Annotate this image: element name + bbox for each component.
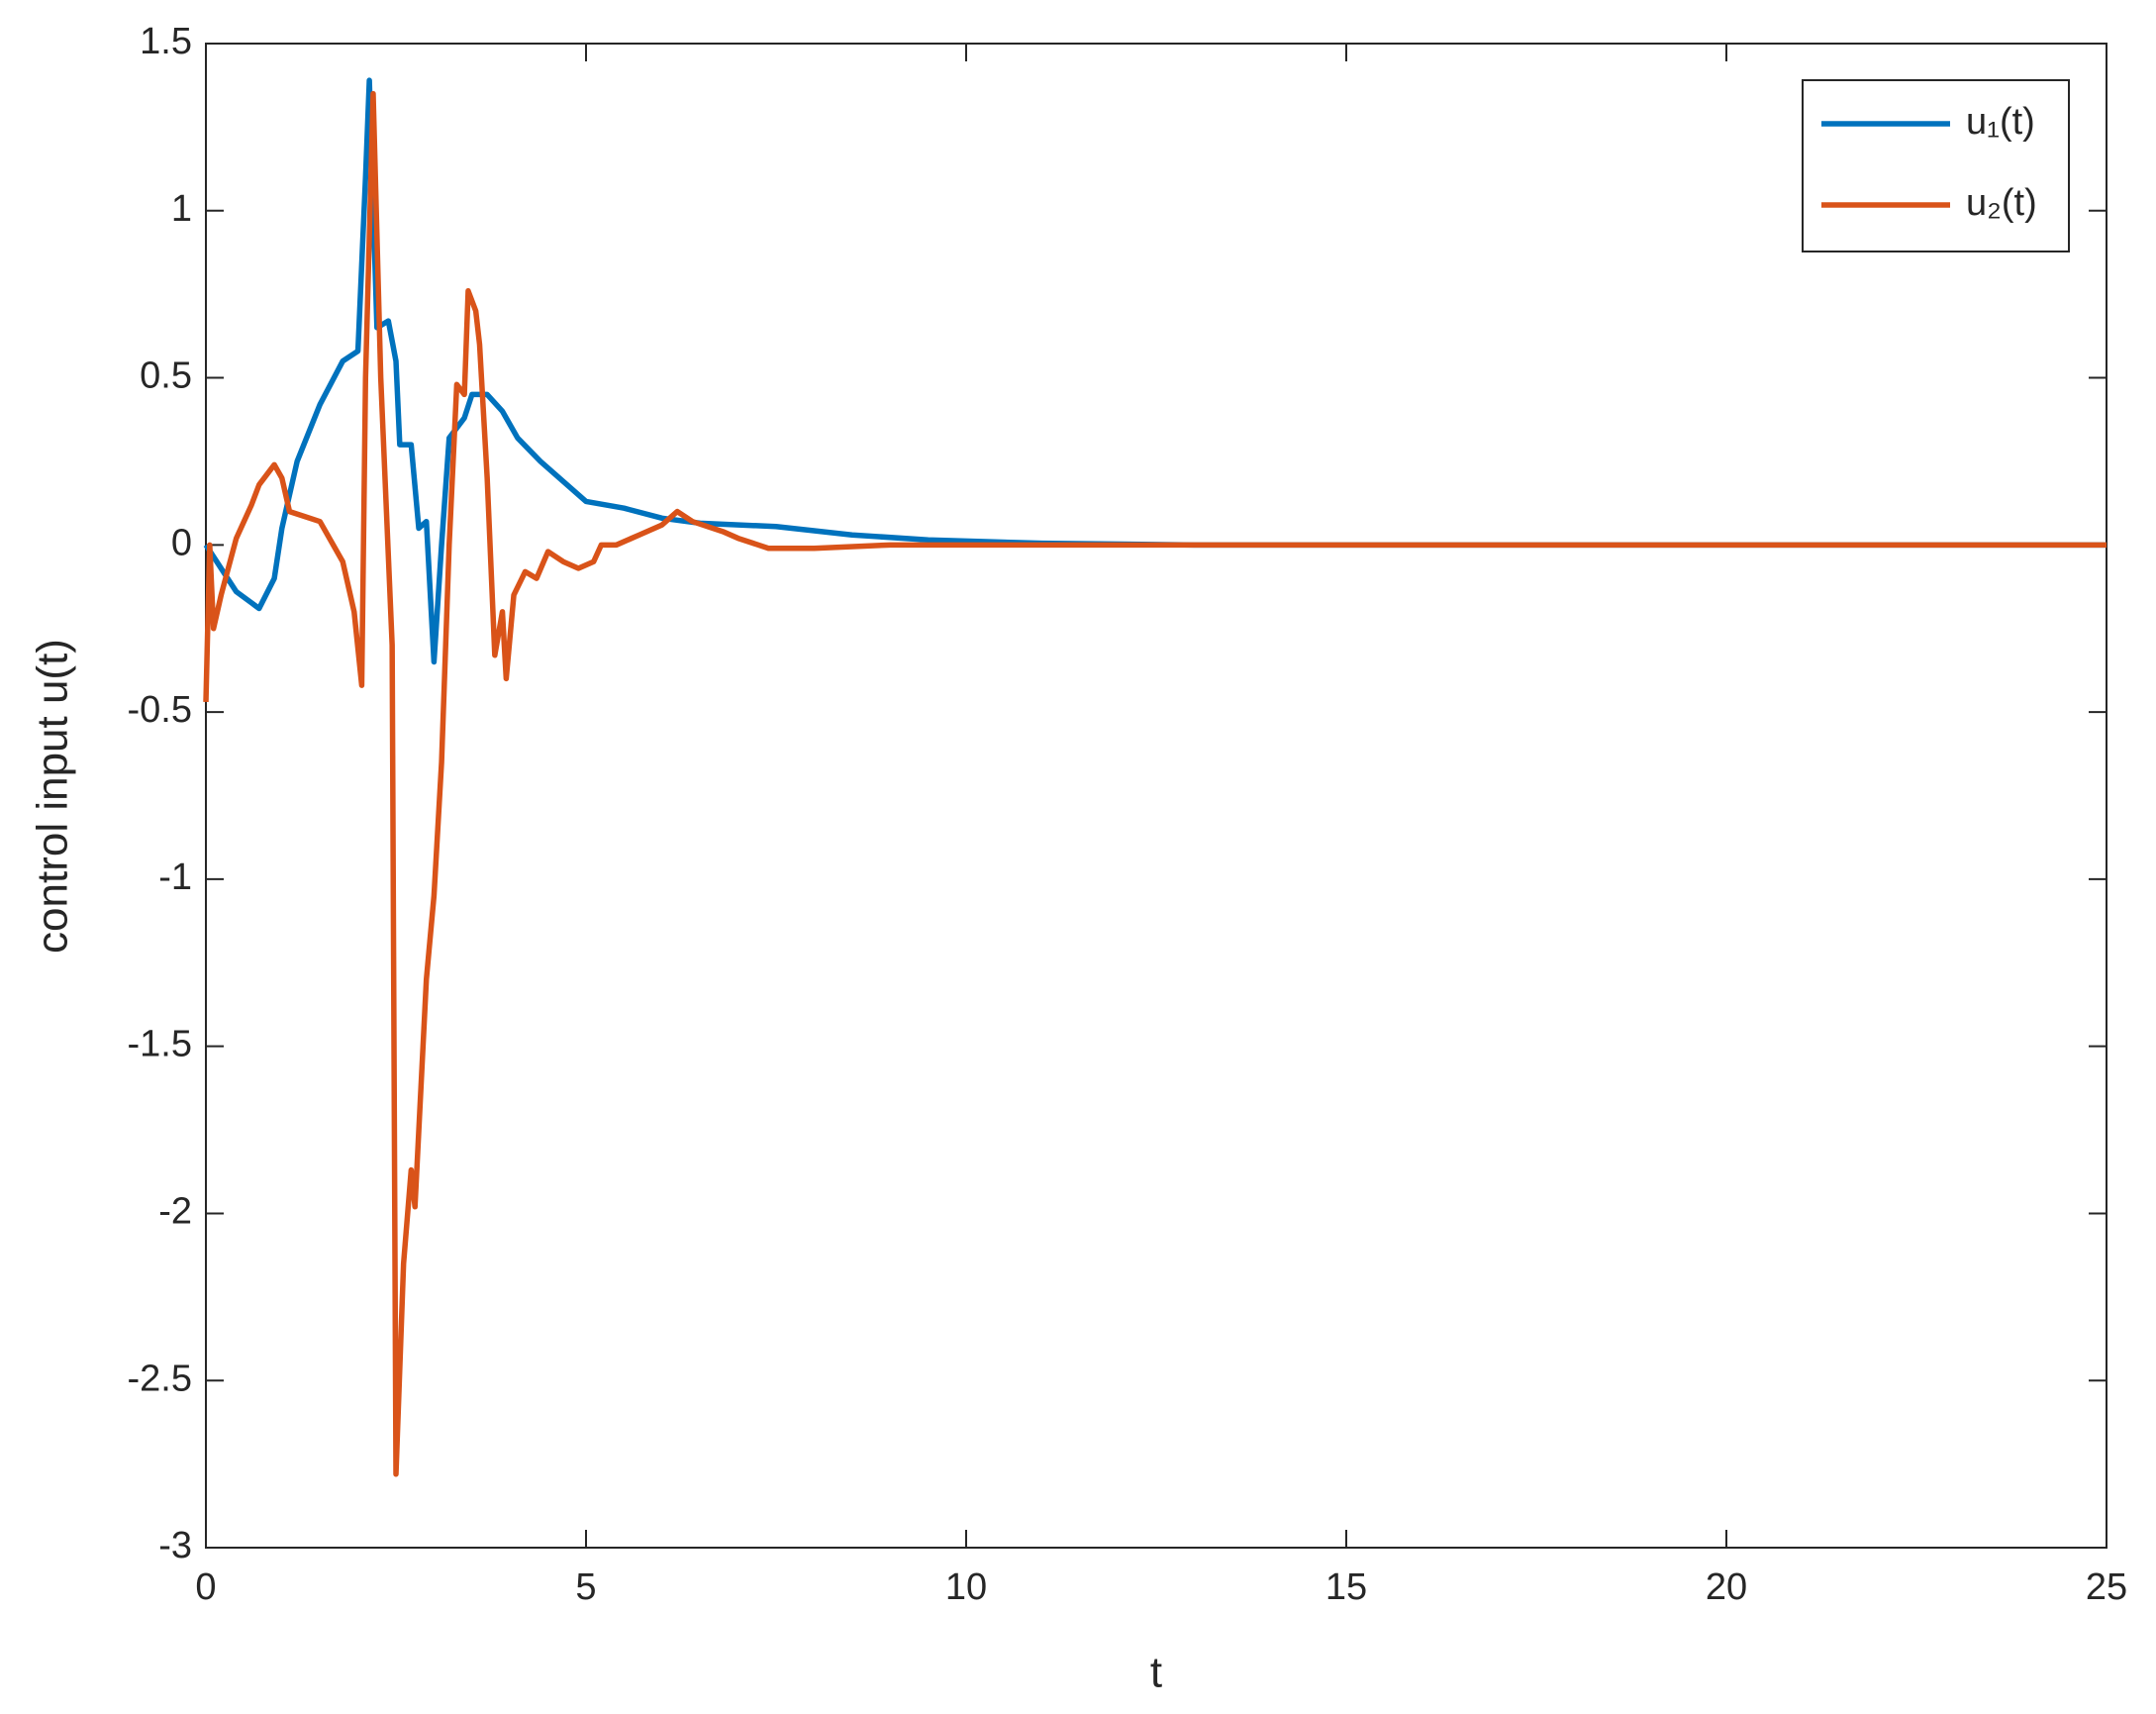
y-tick-label: 0.5 (140, 355, 192, 397)
plot-frame (205, 43, 2107, 1549)
legend-box (1802, 79, 2070, 252)
y-tick-label: -1 (158, 857, 192, 898)
x-tick-label: 20 (1706, 1566, 1747, 1608)
y-axis-label: control input u(t) (29, 639, 77, 954)
y-tick-label: 1.5 (140, 21, 192, 62)
y-tick-label: -0.5 (128, 689, 192, 731)
x-tick-label: 0 (195, 1566, 216, 1608)
legend-label: u₁(t) (1966, 101, 2035, 143)
x-axis-label: t (1150, 1649, 1162, 1697)
line-series (203, 77, 2107, 665)
x-tick-label: 10 (945, 1566, 987, 1608)
x-tick-label: 15 (1325, 1566, 1367, 1608)
y-tick-label: -1.5 (128, 1024, 192, 1065)
y-tick-label: 1 (171, 188, 192, 230)
x-tick-label: 25 (2086, 1566, 2127, 1608)
y-tick-label: -2 (158, 1190, 192, 1232)
y-tick-label: -3 (158, 1525, 192, 1566)
legend-label: u₂(t) (1966, 182, 2037, 224)
y-tick-label: -2.5 (128, 1358, 192, 1399)
x-tick-label: 5 (575, 1566, 596, 1608)
y-tick-label: 0 (171, 522, 192, 563)
line-series (203, 90, 2107, 1477)
